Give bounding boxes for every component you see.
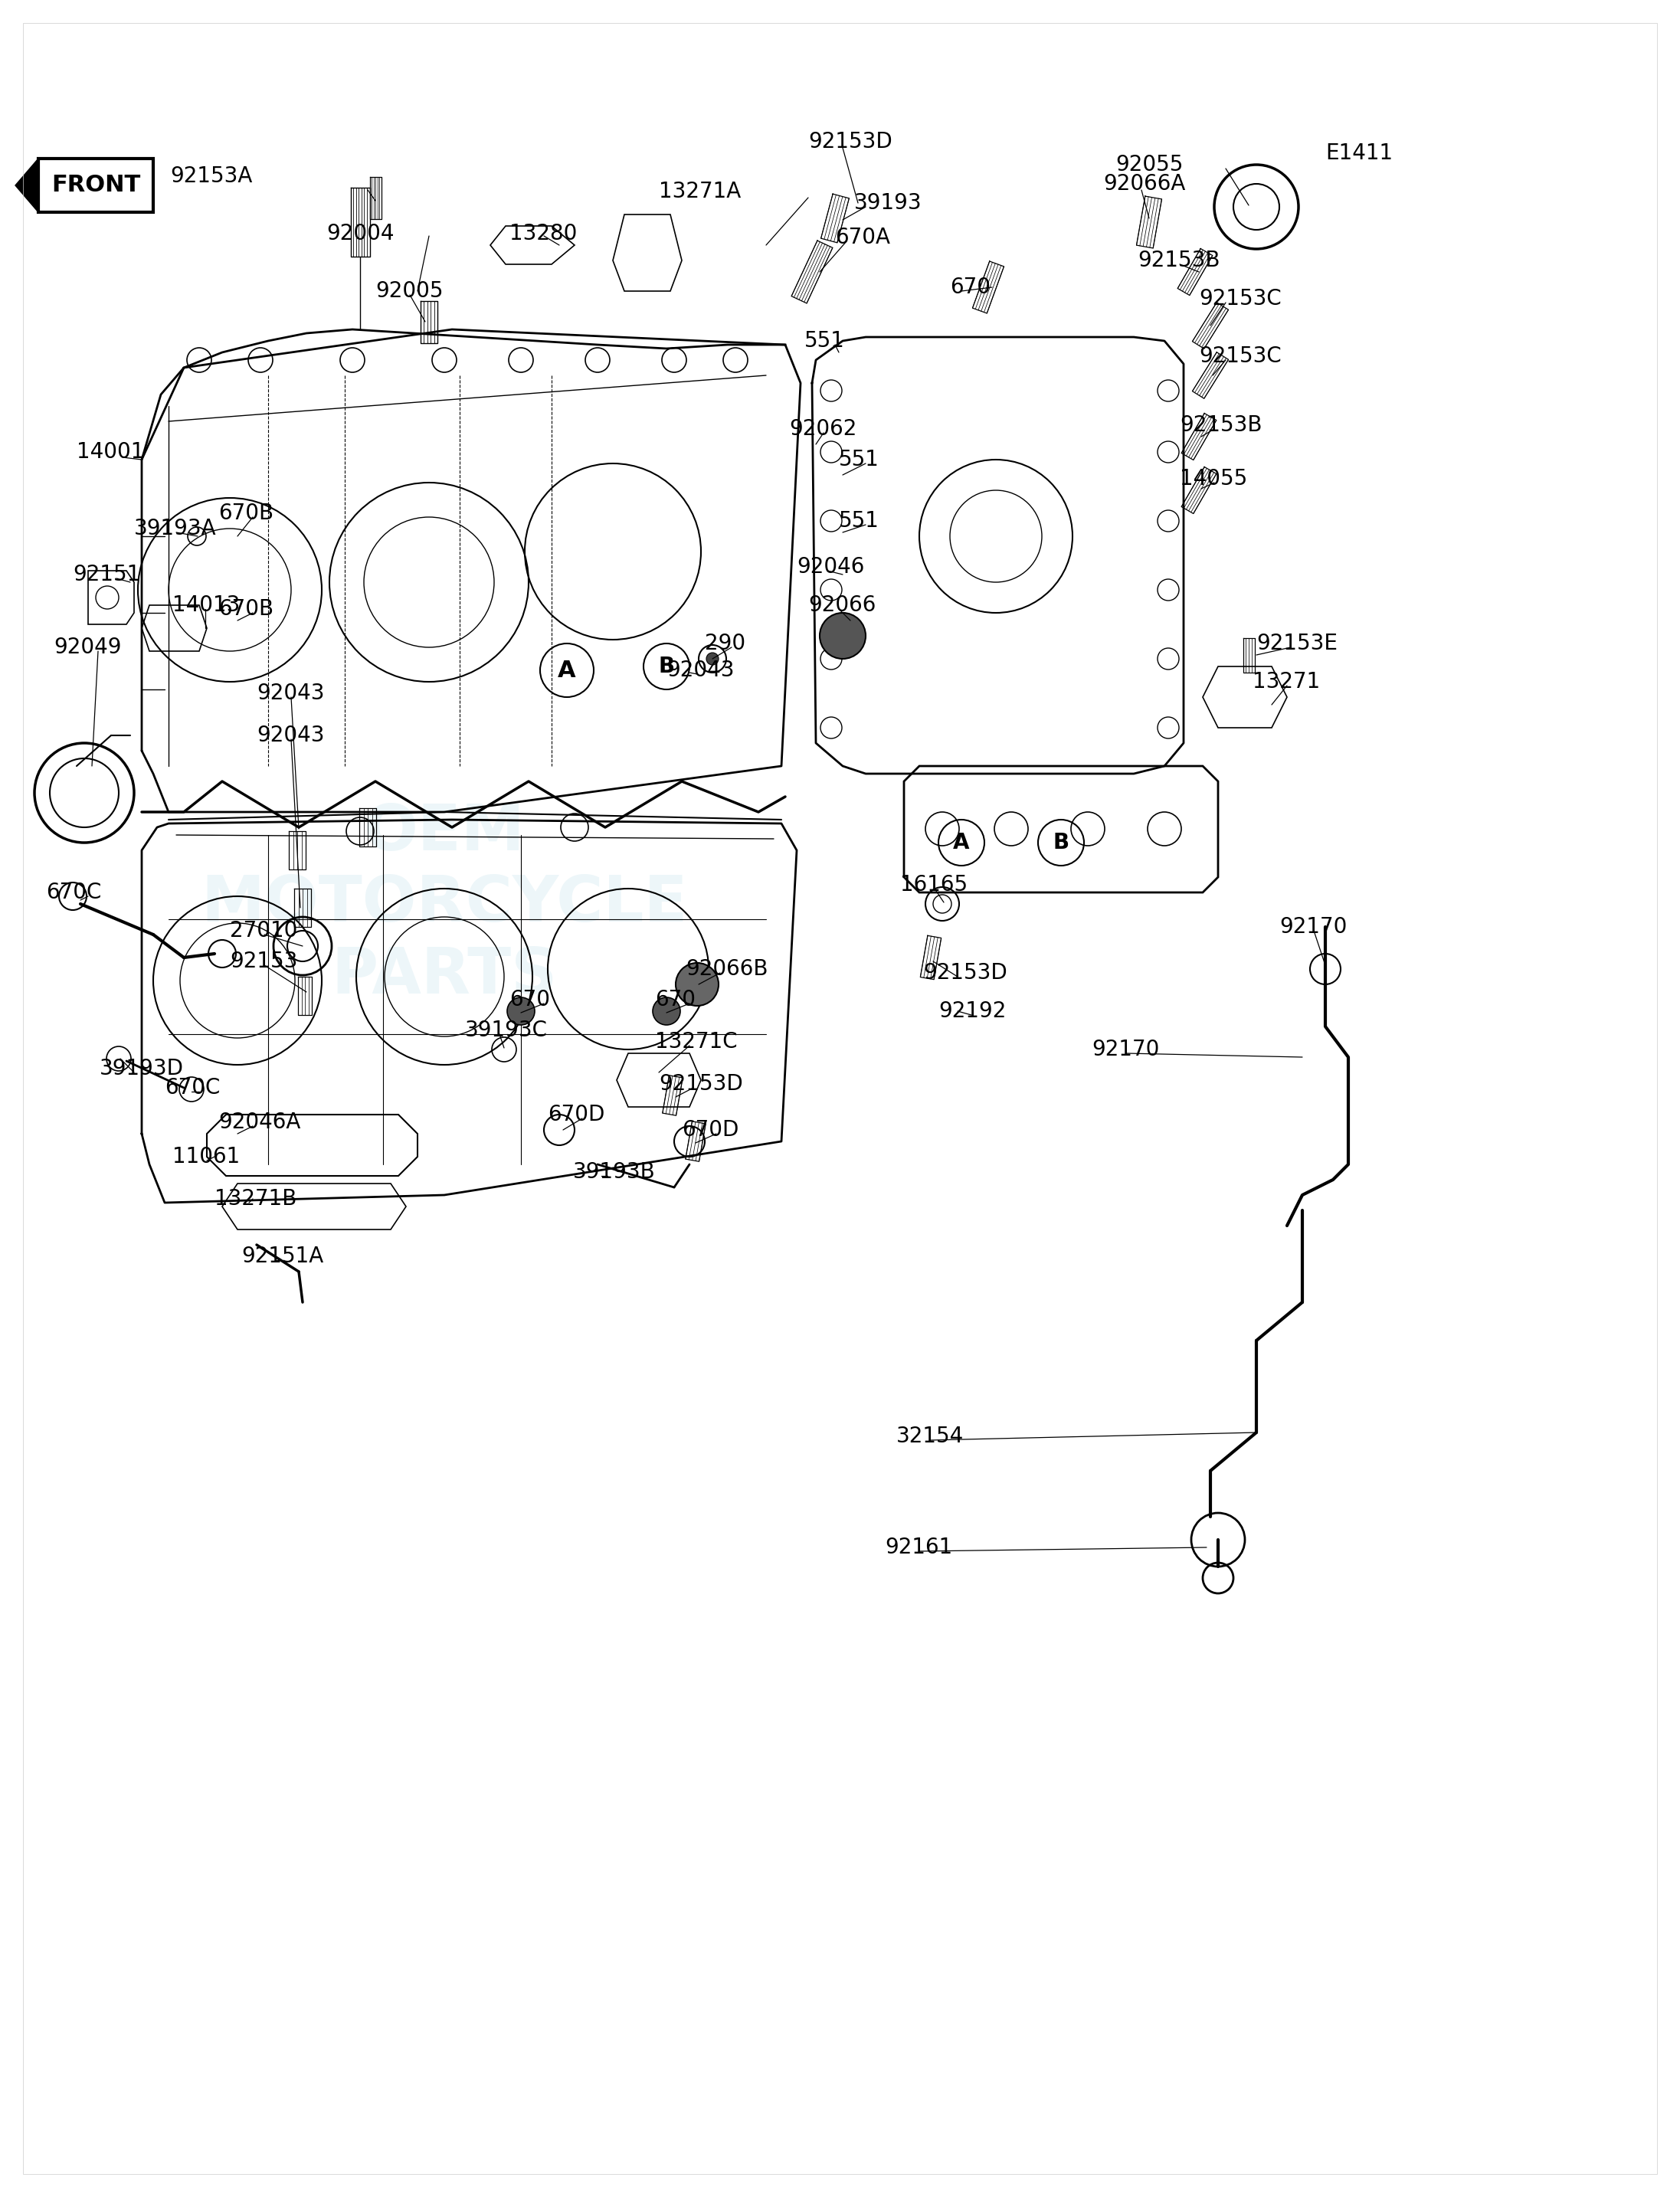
Text: 11061: 11061 bbox=[173, 1147, 240, 1167]
Text: 39193C: 39193C bbox=[465, 1019, 548, 1041]
Text: 39193B: 39193B bbox=[573, 1162, 655, 1182]
Text: 14001: 14001 bbox=[77, 442, 144, 464]
Polygon shape bbox=[15, 158, 39, 213]
Text: 16165: 16165 bbox=[900, 874, 968, 896]
Text: E1411: E1411 bbox=[1326, 143, 1393, 165]
Text: 670: 670 bbox=[655, 989, 696, 1011]
Text: 551: 551 bbox=[838, 448, 879, 470]
Text: 92153D: 92153D bbox=[922, 962, 1008, 984]
Text: 551: 551 bbox=[805, 330, 845, 352]
Text: B: B bbox=[659, 655, 675, 677]
Text: 92170: 92170 bbox=[1092, 1039, 1159, 1061]
Text: 92049: 92049 bbox=[54, 637, 121, 659]
Text: 92153E: 92153E bbox=[1257, 633, 1337, 655]
Text: 13280: 13280 bbox=[509, 222, 578, 244]
Text: 670B: 670B bbox=[218, 503, 274, 523]
Text: 92153C: 92153C bbox=[1200, 288, 1282, 310]
Text: 670C: 670C bbox=[165, 1077, 220, 1098]
Text: 14013: 14013 bbox=[173, 595, 240, 615]
Text: 92153: 92153 bbox=[230, 951, 297, 971]
Text: 670D: 670D bbox=[548, 1103, 605, 1125]
Circle shape bbox=[654, 997, 680, 1026]
Text: 92161: 92161 bbox=[885, 1536, 953, 1558]
Text: 92055: 92055 bbox=[1116, 154, 1184, 176]
Text: FRONT: FRONT bbox=[50, 174, 141, 196]
Text: 13271B: 13271B bbox=[215, 1189, 297, 1211]
Text: 670: 670 bbox=[949, 277, 991, 299]
Text: B: B bbox=[1053, 833, 1068, 852]
Text: 39193D: 39193D bbox=[99, 1059, 183, 1079]
Polygon shape bbox=[39, 158, 153, 213]
Text: 92170: 92170 bbox=[1280, 916, 1347, 938]
Text: 14055: 14055 bbox=[1179, 468, 1247, 490]
Text: 92151: 92151 bbox=[72, 565, 141, 584]
Text: 92043: 92043 bbox=[667, 659, 734, 681]
Text: 670D: 670D bbox=[682, 1118, 739, 1140]
Text: 551: 551 bbox=[838, 510, 879, 532]
Text: 92046A: 92046A bbox=[218, 1112, 301, 1134]
Text: 13271: 13271 bbox=[1253, 670, 1320, 692]
Text: 92153C: 92153C bbox=[1200, 345, 1282, 367]
Text: 670B: 670B bbox=[218, 598, 274, 620]
Text: 290: 290 bbox=[706, 633, 746, 655]
Text: 92192: 92192 bbox=[939, 1000, 1006, 1022]
Text: 27010: 27010 bbox=[230, 921, 297, 943]
Text: 39193: 39193 bbox=[853, 193, 922, 213]
Circle shape bbox=[820, 613, 865, 659]
Text: 92043: 92043 bbox=[257, 683, 324, 703]
Text: 13271A: 13271A bbox=[659, 180, 741, 202]
Text: 92004: 92004 bbox=[326, 222, 395, 244]
Text: 92046: 92046 bbox=[796, 556, 865, 578]
Text: 92153D: 92153D bbox=[808, 132, 892, 152]
Text: 92153D: 92153D bbox=[659, 1072, 743, 1094]
Text: 670A: 670A bbox=[835, 226, 890, 248]
Text: A: A bbox=[953, 833, 969, 852]
Text: 92153B: 92153B bbox=[1179, 415, 1262, 435]
Text: 92066: 92066 bbox=[808, 595, 875, 615]
Text: 92005: 92005 bbox=[375, 281, 444, 301]
Text: 92043: 92043 bbox=[257, 725, 324, 747]
Text: 92153A: 92153A bbox=[171, 165, 252, 187]
Text: 39193A: 39193A bbox=[134, 518, 217, 538]
Text: 92151A: 92151A bbox=[242, 1246, 324, 1268]
Text: 32154: 32154 bbox=[897, 1426, 964, 1448]
Text: 670: 670 bbox=[509, 989, 549, 1011]
Circle shape bbox=[706, 653, 719, 666]
Text: 92066A: 92066A bbox=[1104, 174, 1186, 196]
Text: 92153B: 92153B bbox=[1137, 250, 1220, 270]
Text: OEM
MOTORCYCLE
PARTS: OEM MOTORCYCLE PARTS bbox=[202, 802, 687, 1006]
Text: 13271C: 13271C bbox=[655, 1030, 738, 1052]
Text: 670C: 670C bbox=[45, 881, 101, 903]
Text: 92062: 92062 bbox=[790, 417, 857, 439]
Circle shape bbox=[507, 997, 534, 1026]
Text: A: A bbox=[558, 659, 576, 681]
Circle shape bbox=[675, 962, 719, 1006]
Text: 92066B: 92066B bbox=[685, 958, 768, 980]
